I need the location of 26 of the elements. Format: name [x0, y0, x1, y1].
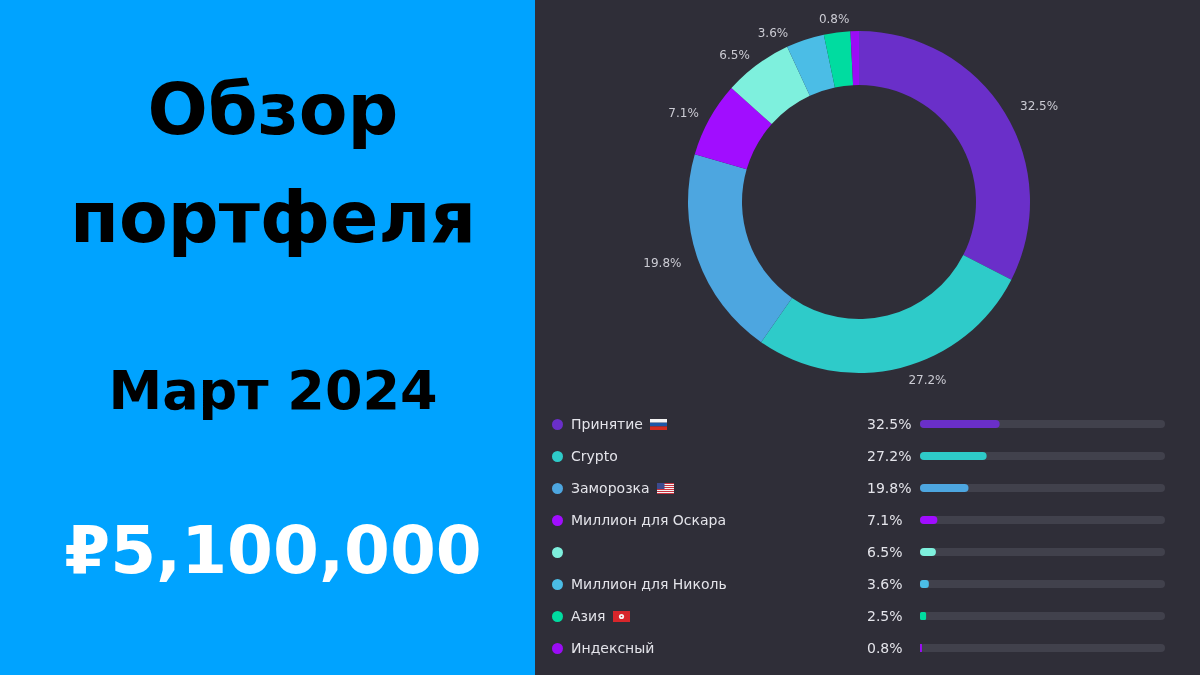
y-tick-label: Индексный: [571, 640, 655, 656]
data-label: 7.1%: [867, 512, 903, 528]
data-label: 3.6%: [757, 26, 789, 41]
data-label: 19.8%: [643, 255, 682, 270]
data-label: 32.5%: [867, 416, 912, 432]
data-label: 3.6%: [867, 576, 903, 592]
data-label: 2.5%: [867, 608, 903, 624]
data-label: 6.5%: [867, 544, 903, 560]
data-label: 0.8%: [818, 12, 850, 27]
y-tick-label: Миллион для Оскара: [571, 512, 727, 528]
y-tick-label: Принятие: [571, 416, 643, 432]
data-label: 32.5%: [1020, 99, 1059, 114]
y-tick-label: Азия: [571, 608, 606, 624]
text: Март 2024: [108, 358, 438, 422]
text: Обзор портфеля: [70, 67, 476, 259]
bar: [920, 484, 969, 492]
data-label: 6.5%: [719, 47, 750, 62]
data-label: 27.2%: [867, 448, 912, 464]
text: ₽5,100,000: [64, 511, 482, 589]
y-tick-label: Заморозка: [571, 480, 650, 496]
y-tick-label: Crypto: [571, 448, 618, 464]
data-label: 27.2%: [908, 372, 947, 387]
data-label: 19.8%: [867, 480, 912, 496]
y-tick-label: Миллион для Николь: [571, 576, 727, 592]
data-label: 7.1%: [668, 106, 699, 121]
data-label: 0.8%: [867, 640, 903, 656]
